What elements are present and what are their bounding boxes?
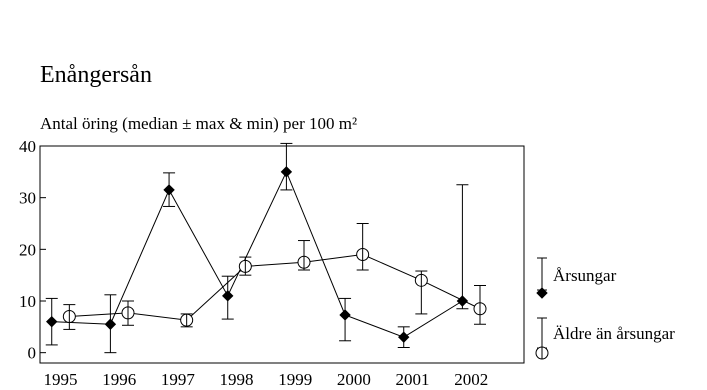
data-point — [398, 331, 410, 343]
series-line — [51, 170, 463, 338]
x-tick-label: 1998 — [220, 370, 254, 389]
data-point — [222, 290, 234, 302]
plot-area — [39, 145, 525, 364]
y-axis: 0 10 20 30 40 — [19, 137, 46, 363]
y-tick-label: 0 — [28, 344, 37, 363]
x-tick-label: 2001 — [396, 370, 430, 389]
y-tick-label: 10 — [19, 292, 36, 311]
data-point — [46, 315, 58, 328]
x-tick-label: 1995 — [44, 370, 78, 389]
x-tick-label: 1999 — [278, 370, 312, 389]
x-tick-label: 1996 — [102, 370, 136, 389]
series-aldre-an-arsungar — [62, 223, 487, 330]
y-tick-label: 30 — [19, 189, 36, 208]
legend: Årsungar Äldre än årsungar — [535, 257, 675, 360]
chart-title: Enångersån — [40, 62, 152, 88]
data-point — [104, 318, 117, 330]
x-axis: 1995 1996 1997 1998 1999 2000 2001 2002 — [44, 370, 489, 389]
data-point — [339, 309, 351, 321]
chart-subtitle: Antal öring (median ± max & min) per 100… — [40, 114, 357, 133]
legend-item: Årsungar — [536, 257, 617, 299]
data-point — [280, 166, 293, 178]
series-line — [69, 253, 481, 321]
x-tick-label: 2002 — [454, 370, 488, 389]
y-tick-label: 40 — [19, 137, 36, 156]
x-tick-label: 1997 — [161, 370, 196, 389]
x-tick-label: 2000 — [337, 370, 371, 389]
y-tick-label: 20 — [19, 240, 36, 259]
series-layer — [45, 142, 487, 354]
legend-label: Årsungar — [553, 266, 617, 285]
legend-label: Äldre än årsungar — [553, 324, 675, 343]
series-arsungar — [45, 142, 469, 354]
data-point — [163, 184, 175, 196]
data-point — [456, 295, 469, 307]
data-point — [536, 287, 548, 299]
legend-item: Äldre än årsungar — [535, 317, 675, 360]
